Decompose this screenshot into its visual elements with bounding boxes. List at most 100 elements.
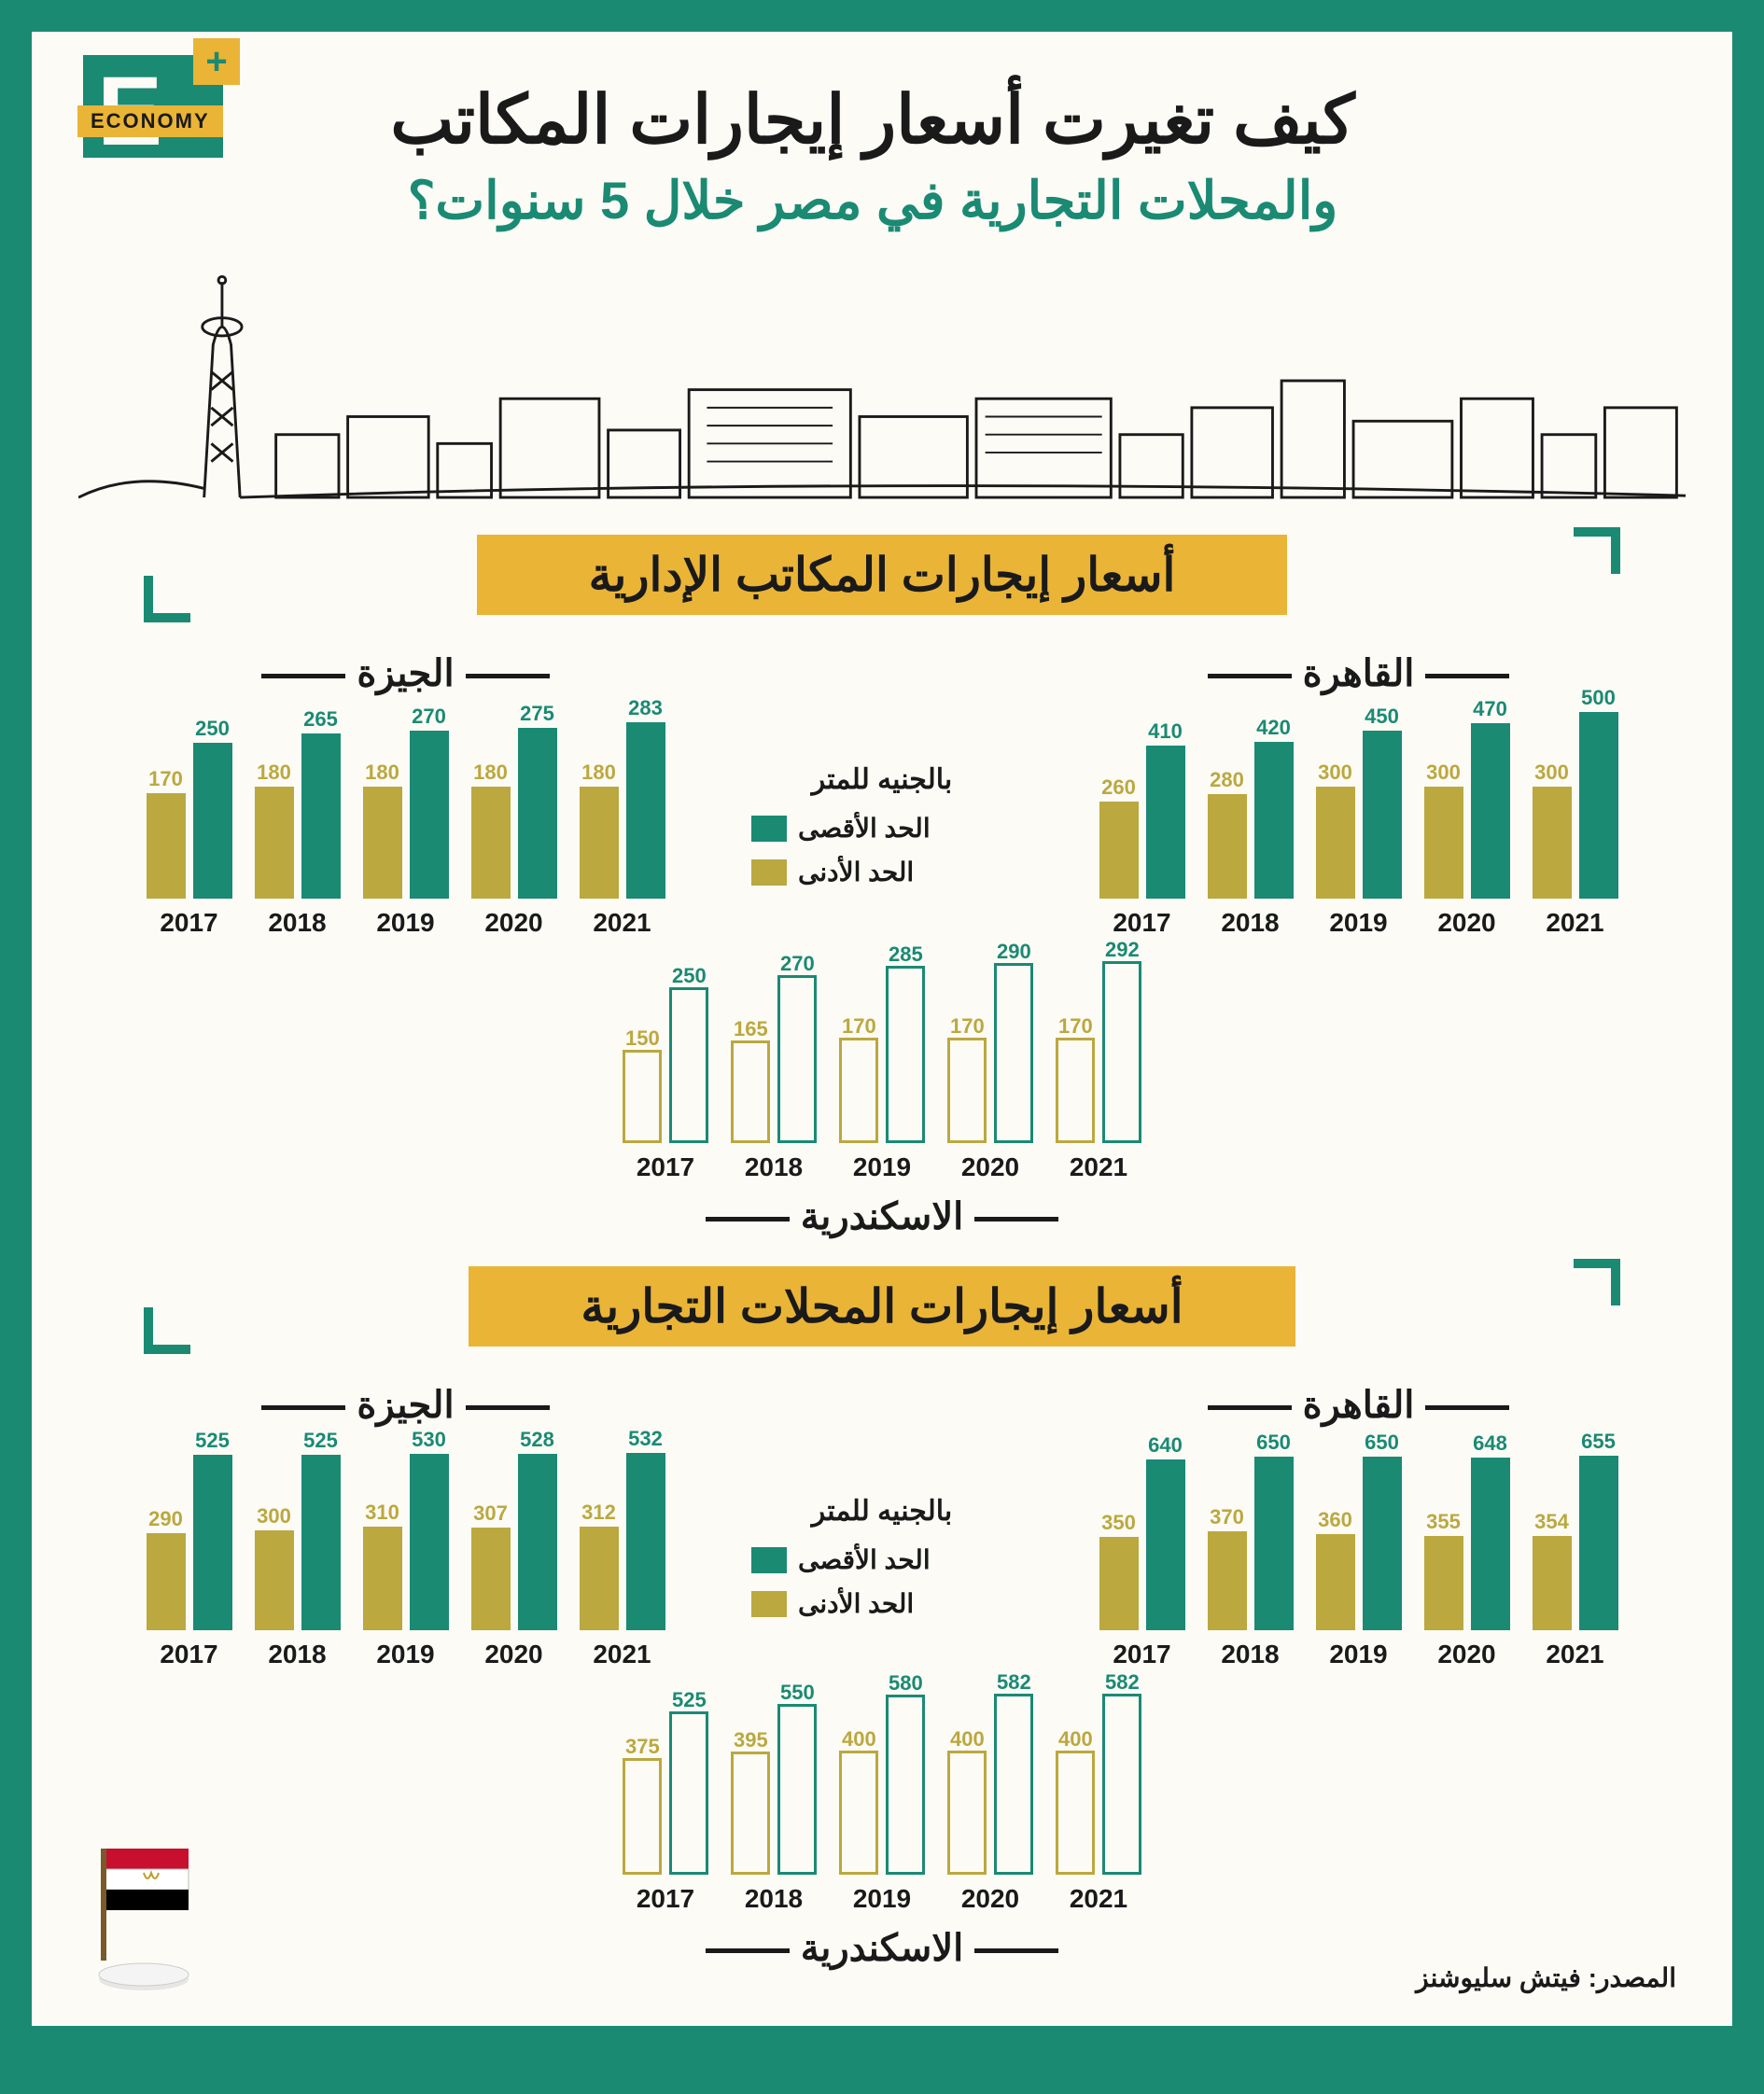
bar-value: 370: [1208, 1505, 1247, 1529]
bar-min: 280: [1208, 794, 1247, 899]
bar-fill: [889, 1697, 922, 1872]
bar-fill: [1533, 1536, 1572, 1630]
bar-fill: [363, 1527, 402, 1630]
corner-decor: [144, 576, 190, 622]
bar-value: 180: [471, 761, 511, 785]
bar-fill: [1105, 1696, 1139, 1872]
bars-area: 2905252017300525201831053020193075282020…: [78, 1444, 733, 1669]
legend-swatch-max: [751, 816, 787, 842]
skyline-svg: [78, 259, 1686, 502]
bar-value: 180: [255, 761, 294, 785]
legend-row-min: الحد الأدنى: [751, 857, 1013, 887]
legend-row-min: الحد الأدنى: [751, 1588, 1013, 1619]
year-group: 3955502018: [731, 1688, 817, 1914]
bar-max: 582: [1102, 1694, 1141, 1875]
bar-max: 532: [626, 1453, 665, 1630]
bar-fill: [780, 978, 814, 1140]
year-label: 2018: [745, 1884, 803, 1914]
year-label: 2019: [376, 1640, 434, 1669]
bar-value: 310: [363, 1501, 402, 1525]
bar-fill: [147, 1533, 186, 1630]
bar-value: 300: [1316, 761, 1355, 785]
bar-fill: [471, 787, 511, 899]
bar-max: 250: [669, 987, 708, 1143]
bar-value: 400: [1058, 1727, 1092, 1752]
chart-block: الجيزة1702502017180265201818027020191802…: [78, 652, 733, 938]
bar-fill: [1146, 746, 1185, 899]
bar-fill: [672, 990, 706, 1140]
bar-fill: [518, 728, 557, 899]
bar-fill: [518, 1454, 557, 1630]
bar-max: 450: [1363, 731, 1402, 899]
bar-pair: 354 655: [1533, 1444, 1618, 1630]
bar-fill: [1363, 731, 1402, 899]
year-label: 2019: [376, 908, 434, 938]
bar-max: 650: [1363, 1457, 1402, 1630]
bar-min: 170: [839, 1038, 878, 1143]
year-group: 3004502019: [1316, 712, 1402, 938]
bar-fill: [997, 1696, 1030, 1872]
year-label: 2019: [1329, 1640, 1387, 1669]
bar-max: 655: [1579, 1456, 1618, 1630]
bar-fill: [1208, 794, 1247, 899]
bar-fill: [734, 1043, 767, 1140]
bar-fill: [410, 731, 449, 899]
bar-pair: 307528: [471, 1444, 557, 1630]
year-group: 1702852019: [839, 956, 925, 1182]
bar-pair: 312 532: [580, 1444, 665, 1630]
bar-max: 525: [193, 1455, 232, 1630]
bar-min: 400: [839, 1751, 878, 1875]
year-group: 3125322021: [580, 1444, 665, 1669]
legend-row-max: الحد الأقصى: [751, 813, 1013, 844]
bar-max: 500: [1579, 712, 1618, 899]
bar-max: 530: [410, 1454, 449, 1630]
year-group: 3005002021: [1533, 712, 1618, 938]
bar-value: 312: [580, 1501, 619, 1525]
year-label: 2019: [853, 1884, 911, 1914]
year-label: 2017: [637, 1152, 694, 1182]
bar-value: 165: [734, 1017, 767, 1041]
year-label: 2018: [1221, 1640, 1279, 1669]
bar-fill: [1099, 1537, 1139, 1630]
bars-area: 2604102017280420201830045020193004702020…: [1031, 712, 1686, 938]
corner-decor: [144, 1307, 190, 1354]
legend-unit: بالجنيه للمتر: [751, 1495, 1013, 1528]
headline-line1: كيف تغيرت أسعار إيجارات المكاتب: [265, 78, 1480, 162]
year-group: 1802752020: [471, 712, 557, 938]
bar-min: 300: [1316, 787, 1355, 899]
headline: كيف تغيرت أسعار إيجارات المكاتب والمحلات…: [265, 78, 1480, 231]
brand-logo: E + ECONOMY: [55, 55, 223, 176]
bar-pair: 300470: [1424, 712, 1510, 899]
bar-pair: 310 530: [363, 1444, 449, 1630]
bar-fill: [471, 1528, 511, 1630]
year-group: 3546552021: [1533, 1444, 1618, 1669]
source-credit: المصدر: فيتش سليوشنز: [1416, 1962, 1676, 1993]
bar-max: 525: [669, 1711, 708, 1875]
section-title-bar: أسعار إيجارات المكاتب الإدارية: [78, 535, 1686, 615]
bar-pair: 260410: [1099, 712, 1185, 899]
bar-pair: 400582: [947, 1688, 1033, 1875]
bar-min: 370: [1208, 1531, 1247, 1630]
year-group: 3606502019: [1316, 1444, 1402, 1669]
bars-area: 3755252017395550201840058020194005822020…: [462, 1688, 1302, 1914]
bar-fill: [410, 1454, 449, 1630]
bar-max: 650: [1254, 1457, 1294, 1630]
bar-max: 410: [1146, 746, 1185, 899]
year-label: 2019: [1329, 908, 1387, 938]
bar-fill: [1363, 1457, 1402, 1630]
bar-value: 354: [1533, 1510, 1572, 1534]
bar-fill: [780, 1707, 814, 1872]
year-group: 1502502017: [623, 956, 708, 1182]
bar-value: 170: [842, 1014, 875, 1039]
bar-value: 648: [1471, 1431, 1510, 1456]
bar-fill: [1579, 1456, 1618, 1630]
charts-row: القاهرة260410201728042020183004502019300…: [78, 652, 1686, 938]
city-title: الجيزة: [78, 1384, 733, 1427]
year-label: 2021: [1070, 1152, 1127, 1182]
bar-fill: [255, 787, 294, 899]
bar-max: 640: [1146, 1459, 1185, 1630]
bar-fill: [1316, 787, 1355, 899]
bar-fill: [1058, 1753, 1092, 1872]
bar-min: 170: [1056, 1038, 1095, 1143]
bar-value: 532: [626, 1427, 665, 1451]
